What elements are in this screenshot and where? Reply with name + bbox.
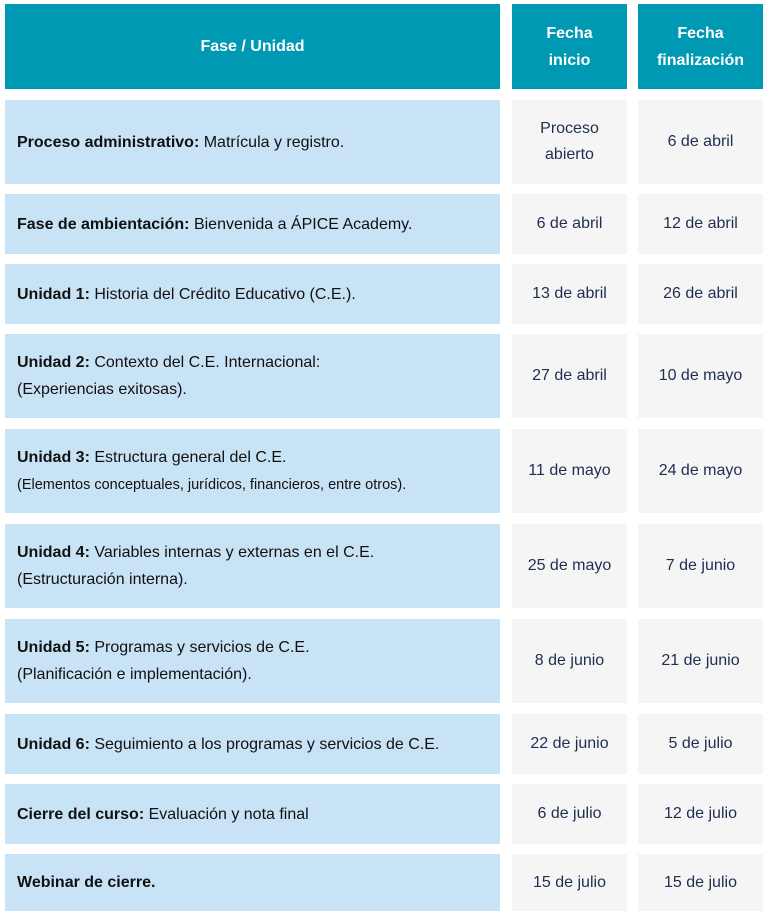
start-date: 25 de mayo <box>527 557 612 574</box>
start-date: 15 de julio <box>533 873 606 891</box>
phase-title: Unidad 1: <box>17 285 90 303</box>
phase-cell: Cierre del curso: Evaluación y nota fina… <box>5 784 500 844</box>
phase-description: Bienvenida a ÁPICE Academy. <box>189 215 413 233</box>
start-date: 22 de junio <box>530 735 609 752</box>
end-date: 12 de julio <box>664 805 737 822</box>
start-date: 6 de julio <box>537 805 602 822</box>
phase-description: Estructura general del C.E. <box>89 448 287 466</box>
phase-title: Unidad 5: <box>17 639 90 656</box>
table-row: Unidad 4: Variables internas y externas … <box>5 524 763 608</box>
phase-cell: Fase de ambientación: Bienvenida a ÁPICE… <box>5 194 500 254</box>
table-row: Unidad 2: Contexto del C.E. Internaciona… <box>5 334 763 418</box>
start-date: Proceso abierto <box>540 120 599 163</box>
start-date-cell: 6 de julio <box>512 784 627 844</box>
end-date: 21 de junio <box>661 652 740 669</box>
start-date-cell: 13 de abril <box>512 264 627 324</box>
end-date: 6 de abril <box>667 133 734 150</box>
header-start-label: Fecha inicio <box>546 24 593 69</box>
table-header: Fase / Unidad Fecha inicio Fecha finaliz… <box>5 4 763 89</box>
phase-cell: Unidad 6: Seguimiento a los programas y … <box>5 714 500 774</box>
phase-detail: (Elementos conceptuales, jurídicos, fina… <box>17 476 407 493</box>
phase-title: Unidad 3: <box>17 448 90 466</box>
phase-description: Matrícula y registro. <box>199 133 345 151</box>
phase-title: Cierre del curso: <box>17 805 145 823</box>
end-date: 7 de junio <box>665 557 736 574</box>
phase-cell: Webinar de cierre. <box>5 854 500 911</box>
start-date: 13 de abril <box>532 285 607 302</box>
phase-title: Proceso administrativo: <box>17 133 200 151</box>
end-date: 24 de mayo <box>658 462 743 479</box>
phase-cell: Unidad 4: Variables internas y externas … <box>5 524 500 608</box>
start-date-cell: 27 de abril <box>512 334 627 418</box>
header-end-date: Fecha finalización <box>638 4 763 89</box>
table-row: Webinar de cierre. 15 de julio 15 de jul… <box>5 854 763 911</box>
start-date-cell: 15 de julio <box>512 854 627 911</box>
header-phase: Fase / Unidad <box>5 4 500 89</box>
start-date-cell: 22 de junio <box>512 714 627 774</box>
end-date: 12 de abril <box>663 215 738 232</box>
phase-detail: (Estructuración interna). <box>17 571 188 588</box>
start-date: 27 de abril <box>532 367 607 384</box>
table-row: Unidad 3: Estructura general del C.E. (E… <box>5 429 763 513</box>
phase-cell: Proceso administrativo: Matrícula y regi… <box>5 100 500 184</box>
phase-title: Webinar de cierre. <box>17 874 156 891</box>
end-date-cell: 21 de junio <box>638 619 763 703</box>
phase-description: Evaluación y nota final <box>144 805 309 823</box>
phase-title: Unidad 2: <box>17 354 90 371</box>
end-date-cell: 12 de julio <box>638 784 763 844</box>
end-date-cell: 5 de julio <box>638 714 763 774</box>
end-date: 10 de mayo <box>658 367 743 384</box>
header-end-label: Fecha finalización <box>656 24 745 69</box>
phase-cell: Unidad 5: Programas y servicios de C.E. … <box>5 619 500 703</box>
header-start-date: Fecha inicio <box>512 4 627 89</box>
table-row: Cierre del curso: Evaluación y nota fina… <box>5 784 763 844</box>
start-date-cell: Proceso abierto <box>512 100 627 184</box>
table-row: Unidad 1: Historia del Crédito Educativo… <box>5 264 763 324</box>
start-date: 8 de junio <box>534 652 605 669</box>
phase-detail: (Planificación e implementación). <box>17 666 252 683</box>
start-date: 6 de abril <box>536 215 603 232</box>
end-date-cell: 12 de abril <box>638 194 763 254</box>
end-date-cell: 10 de mayo <box>638 334 763 418</box>
phase-description: Programas y servicios de C.E. <box>89 639 310 656</box>
start-date: 11 de mayo <box>528 462 611 479</box>
phase-cell: Unidad 2: Contexto del C.E. Internaciona… <box>5 334 500 418</box>
phase-cell: Unidad 3: Estructura general del C.E. (E… <box>5 429 500 513</box>
end-date-cell: 7 de junio <box>638 524 763 608</box>
end-date-cell: 6 de abril <box>638 100 763 184</box>
phase-description: Seguimiento a los programas y servicios … <box>89 735 440 753</box>
start-date-cell: 11 de mayo <box>512 429 627 513</box>
phase-title: Unidad 6: <box>17 735 90 753</box>
start-date-cell: 25 de mayo <box>512 524 627 608</box>
end-date: 5 de julio <box>668 735 733 752</box>
table-row: Unidad 5: Programas y servicios de C.E. … <box>5 619 763 703</box>
table-row: Unidad 6: Seguimiento a los programas y … <box>5 714 763 774</box>
end-date: 15 de julio <box>664 873 737 891</box>
end-date-cell: 26 de abril <box>638 264 763 324</box>
table-row: Proceso administrativo: Matrícula y regi… <box>5 100 763 184</box>
end-date-cell: 24 de mayo <box>638 429 763 513</box>
phase-description: Variables internas y externas en el C.E. <box>89 544 375 561</box>
phase-title: Unidad 4: <box>17 544 90 561</box>
table-row: Fase de ambientación: Bienvenida a ÁPICE… <box>5 194 763 254</box>
phase-description: Historia del Crédito Educativo (C.E.). <box>89 285 356 303</box>
phase-detail: (Experiencias exitosas). <box>17 381 187 398</box>
start-date-cell: 6 de abril <box>512 194 627 254</box>
phase-cell: Unidad 1: Historia del Crédito Educativo… <box>5 264 500 324</box>
phase-description: Contexto del C.E. Internacional: <box>89 354 321 371</box>
end-date: 26 de abril <box>663 285 738 302</box>
end-date-cell: 15 de julio <box>638 854 763 911</box>
phase-title: Fase de ambientación: <box>17 215 190 233</box>
start-date-cell: 8 de junio <box>512 619 627 703</box>
